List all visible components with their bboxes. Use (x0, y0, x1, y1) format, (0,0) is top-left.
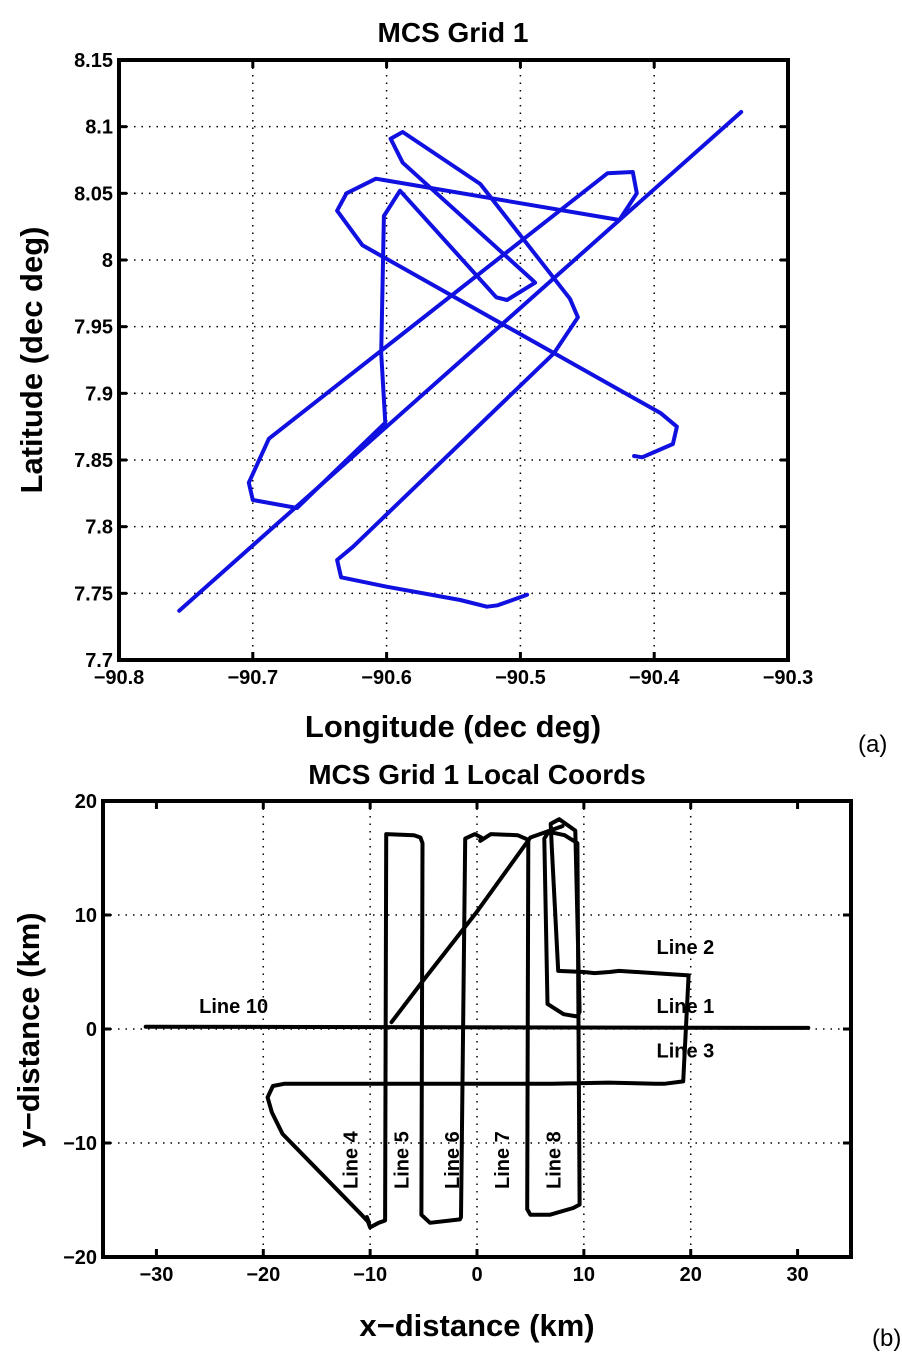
plot-frame-a (117, 58, 790, 662)
x-tick-label-b: 30 (786, 1264, 808, 1286)
y-axis-label-b: y−distance (km) (11, 912, 46, 1147)
track-line-a-1 (177, 110, 744, 613)
x-tick-label-a: −90.7 (227, 667, 278, 689)
y-tick-label-b: 0 (86, 1019, 97, 1041)
y-tick-label-a: 7.95 (74, 317, 113, 339)
y-tick-label-b: −20 (63, 1247, 97, 1269)
x-axis-label-a: Longitude (dec deg) (305, 709, 601, 744)
y-tick-label-b: −10 (63, 1133, 97, 1155)
chart-panel-b: MCS Grid 1 Local Coords −30 −20 −10 0 10 20 30… (11, 759, 901, 1352)
panel-label-a: (a) (858, 731, 887, 758)
line-annotation: Line 4 (340, 1130, 362, 1189)
x-tick-label-a: −90.6 (361, 667, 412, 689)
y-tick-label-a: 8.1 (85, 117, 113, 139)
y-tick-label-a: 7.75 (74, 583, 113, 605)
line-annotation: Line 2 (657, 937, 715, 959)
chart-panel-a: MCS Grid 1 −90.8 −90.7 −90.6 −90.5 −90.4 −90.… (14, 17, 887, 758)
line-annotation: Line 3 (657, 1041, 715, 1063)
line-annotation: Line 8 (543, 1131, 565, 1189)
x-tick-label-a: −90.4 (629, 667, 680, 689)
y-tick-label-a: 7.8 (85, 517, 113, 539)
x-tick-label-b: 0 (471, 1264, 482, 1286)
line-annotation: Line 1 (657, 996, 715, 1018)
grid-a (119, 60, 788, 660)
y-tick-label-b: 20 (75, 791, 97, 813)
x-tick-label-a: −90.8 (94, 667, 145, 689)
x-axis-label-b: x−distance (km) (359, 1308, 594, 1343)
line-annotation: Line 5 (392, 1131, 414, 1189)
y-axis-label-a: Latitude (dec deg) (14, 227, 49, 494)
y-tick-label-a: 7.7 (85, 650, 113, 672)
x-tick-label-b: −20 (246, 1264, 280, 1286)
x-tick-label-b: 20 (680, 1264, 702, 1286)
chart-title-a: MCS Grid 1 (378, 17, 529, 48)
y-tick-label-a: 8 (102, 250, 113, 272)
x-tick-label-a: −90.5 (495, 667, 546, 689)
y-tick-label-b: 10 (75, 905, 97, 927)
series-b (143, 817, 811, 1230)
line-annotation: Line 7 (492, 1131, 514, 1189)
x-tick-label-b: 10 (573, 1264, 595, 1286)
track-line-b-3 (265, 817, 691, 1230)
plot-frame-b (101, 799, 853, 1259)
y-tick-label-a: 7.85 (74, 450, 113, 472)
y-tick-label-a: 7.9 (85, 383, 113, 405)
track-line-a-2 (246, 130, 679, 609)
series-a (177, 110, 744, 613)
x-tick-label-b: −10 (353, 1264, 387, 1286)
line-annotation: Line 10 (199, 996, 268, 1018)
y-tick-label-a: 8.05 (74, 183, 113, 205)
x-tick-label-b: −30 (139, 1264, 173, 1286)
panel-label-b: (b) (872, 1325, 901, 1352)
track-line-b-1 (143, 1024, 811, 1030)
annotations-b: Line 10 Line 2 Line 1 Line 3 Line 4 Line 5 Lin… (199, 937, 714, 1189)
track-line-b-2 (389, 824, 565, 1025)
y-tick-label-a: 8.15 (74, 50, 113, 72)
line-annotation: Line 6 (442, 1131, 464, 1189)
ticks-b: −30 −20 −10 0 10 20 30 −20 −10 0 10 20 (63, 791, 851, 1286)
chart-title-b: MCS Grid 1 Local Coords (308, 759, 646, 790)
x-tick-label-a: −90.3 (763, 667, 814, 689)
